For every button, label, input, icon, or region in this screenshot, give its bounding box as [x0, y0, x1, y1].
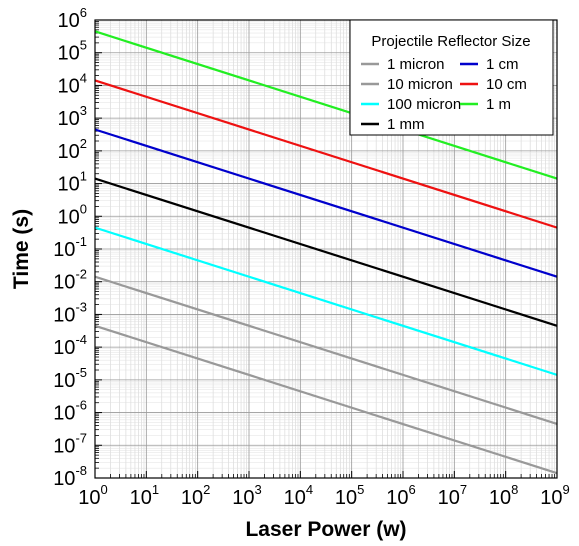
x-tick-label: 104 [284, 482, 313, 509]
series-line [94, 324, 558, 475]
y-tick-label: 106 [58, 5, 87, 32]
x-tick-label: 103 [232, 482, 261, 509]
major-grid [95, 20, 557, 478]
x-tick-label: 101 [130, 482, 159, 509]
y-tick-label: 100 [58, 201, 87, 228]
legend-label: 1 m [486, 96, 511, 113]
x-tick-label: 105 [335, 482, 364, 509]
legend-box [349, 19, 554, 136]
y-tick-label: 10-5 [53, 365, 87, 392]
legend-label: 1 micron [387, 56, 445, 73]
legend-label: 1 mm [387, 116, 425, 133]
legend-label: 10 cm [486, 76, 527, 93]
series-lines [94, 30, 558, 475]
y-tick-labels: 10-8 10-7 10-6 10-5 10-4 10-3 10-2 10-1 100 101 10… [53, 5, 87, 490]
series-line [94, 30, 558, 180]
y-tick-label: 101 [58, 169, 87, 196]
legend-title: Projectile Reflector Size [371, 33, 530, 50]
x-axis-title: Laser Power (w) [245, 518, 406, 541]
x-tick-label: 107 [438, 482, 467, 509]
legend-label: 10 micron [387, 76, 453, 93]
x-tick-label: 109 [540, 482, 569, 509]
y-tick-label: 10-6 [53, 398, 87, 425]
legend-items: 1 micron 10 micron 100 micron 1 mm 1 cm 10 cm… [361, 56, 527, 133]
y-tick-label: 10-1 [53, 234, 87, 261]
x-tick-label: 100 [78, 482, 107, 509]
y-axis-title: Time (s) [10, 209, 33, 289]
y-tick-label: 10-8 [53, 463, 87, 490]
series-line [94, 128, 558, 278]
series-line [94, 177, 558, 327]
y-tick-label: 105 [58, 38, 87, 65]
x-tick-labels: 100 101 102 103 104 105 106 107 108 109 [78, 482, 569, 509]
y-tick-label: 104 [58, 70, 87, 97]
x-tick-label: 102 [181, 482, 210, 509]
y-tick-label: 103 [58, 103, 87, 130]
x-tick-label: 106 [386, 482, 415, 509]
legend: Projectile Reflector Size 1 micron 10 mic… [349, 19, 554, 136]
series-line [94, 79, 558, 229]
legend-label: 1 cm [486, 56, 519, 73]
y-tick-label: 10-7 [53, 430, 87, 457]
x-tick-label: 108 [489, 482, 518, 509]
y-tick-label: 102 [58, 136, 87, 163]
series-line [94, 226, 558, 376]
y-tick-label: 10-4 [53, 332, 87, 359]
y-tick-label: 10-2 [53, 267, 87, 294]
y-tick-label: 10-3 [53, 299, 87, 326]
plot-frame [94, 19, 558, 479]
legend-label: 100 micron [387, 96, 461, 113]
series-line [94, 275, 558, 425]
